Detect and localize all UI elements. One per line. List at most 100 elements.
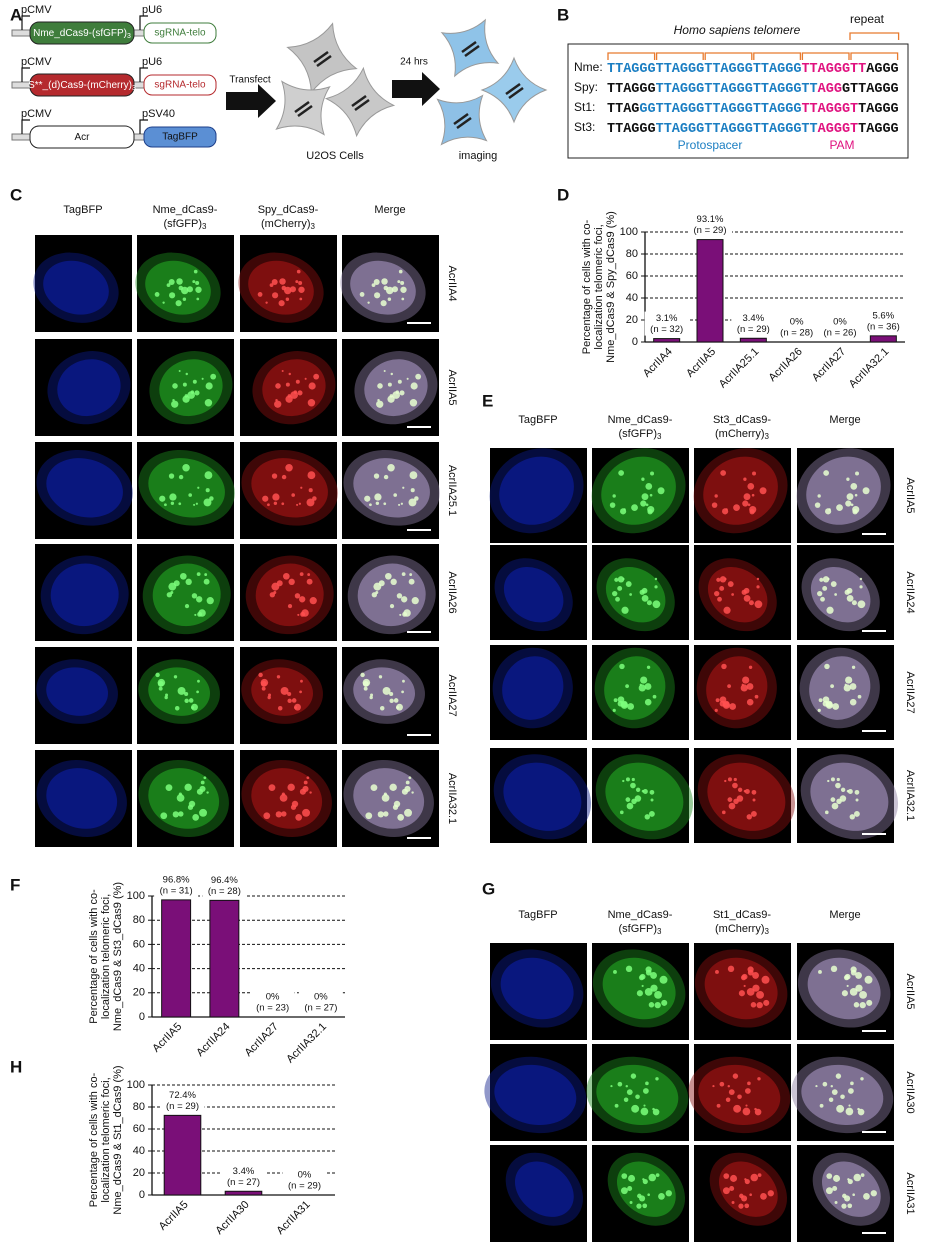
sequence-segment: GGTTAGGGTTAGGGTTAGGG — [639, 102, 801, 117]
focus — [277, 705, 283, 711]
focus — [737, 787, 743, 792]
focus — [273, 501, 278, 505]
focus — [823, 470, 830, 476]
column-header: Nme_dCas9- — [153, 204, 218, 216]
focus — [619, 810, 624, 815]
subscript: 3 — [127, 33, 131, 40]
focus — [307, 399, 316, 407]
focus — [819, 577, 824, 582]
focus — [630, 1073, 637, 1079]
focus — [281, 502, 285, 506]
y-tick-label: 20 — [133, 1167, 145, 1179]
focus — [627, 703, 635, 710]
focus — [279, 278, 286, 285]
column-header-text: Merge — [829, 909, 860, 921]
focus — [365, 812, 373, 820]
focus — [752, 471, 757, 476]
focus — [397, 814, 405, 821]
focus — [295, 280, 299, 284]
focus — [267, 503, 270, 507]
row-label: AcrIIA30 — [904, 1071, 916, 1113]
n-label: (n = 29) — [166, 1101, 199, 1112]
focus — [276, 675, 281, 679]
sequence-name: Nme: — [574, 60, 603, 74]
focus — [196, 572, 201, 577]
panel-label: F — [10, 875, 20, 894]
focus — [761, 975, 770, 984]
focus — [649, 493, 653, 497]
focus — [294, 593, 301, 599]
focus — [727, 965, 735, 973]
column-header-text: TagBFP — [518, 909, 557, 921]
focus — [169, 292, 176, 299]
focus — [387, 463, 395, 472]
x-tick-label: AcrIIA27 — [242, 1021, 280, 1059]
focus — [830, 797, 836, 803]
focus — [617, 700, 624, 707]
focus — [306, 498, 315, 507]
focus — [379, 705, 385, 711]
focus — [719, 586, 725, 591]
subscript: 3 — [657, 432, 662, 441]
y-axis-label: Percentage of cells with co- — [88, 1072, 100, 1207]
nucleus — [503, 566, 564, 623]
sequence-name: Spy: — [574, 80, 598, 94]
row-label: AcrIIA31 — [904, 1172, 916, 1214]
focus — [188, 493, 192, 497]
focus — [376, 400, 384, 408]
focus — [390, 372, 394, 376]
repeat-bracket — [655, 52, 704, 60]
focus — [408, 498, 417, 507]
focus — [846, 493, 854, 501]
focus — [847, 788, 853, 794]
focus — [625, 581, 632, 588]
gene-box — [29, 21, 135, 45]
focus — [288, 578, 295, 586]
x-tick-label: AcrIIA26 — [767, 346, 805, 384]
focus — [285, 297, 290, 302]
cassette-label: sgRNA-telo — [154, 28, 206, 39]
n-label: (n = 28) — [780, 328, 813, 339]
focus — [818, 698, 823, 703]
focus — [178, 474, 184, 480]
focus — [306, 776, 310, 780]
row-label: AcrIIA5 — [904, 477, 916, 513]
x-tick-label: AcrIIA31 — [274, 1199, 312, 1237]
focus — [747, 966, 754, 973]
focus — [843, 684, 851, 692]
focus — [392, 391, 400, 399]
focus — [830, 684, 835, 689]
focus — [383, 502, 387, 506]
y-tick-label: 100 — [127, 890, 145, 902]
arrow — [226, 84, 276, 118]
focus — [182, 382, 187, 387]
focus — [612, 494, 616, 498]
chromosome — [316, 54, 332, 68]
focus — [297, 390, 303, 396]
gene-box — [29, 73, 135, 97]
focus — [383, 474, 389, 480]
focus — [285, 395, 293, 403]
focus — [845, 500, 852, 507]
focus — [756, 585, 760, 589]
y-tick-label: 40 — [626, 292, 638, 304]
focus — [178, 811, 184, 817]
column-header-text: (sfGFP) — [619, 923, 658, 935]
focus — [409, 399, 418, 407]
focus — [644, 698, 652, 706]
focus — [617, 586, 623, 591]
focus — [209, 496, 214, 501]
focus — [164, 503, 167, 507]
nucleus — [46, 768, 118, 829]
focus — [297, 613, 300, 617]
focus — [280, 686, 289, 695]
focus — [822, 576, 830, 583]
nucleus — [605, 762, 684, 831]
column-header: (mCherry)3 — [715, 923, 770, 936]
focus — [411, 791, 414, 794]
focus — [184, 783, 192, 792]
focus — [182, 297, 187, 302]
focus — [747, 483, 755, 490]
focus — [728, 802, 736, 810]
nucleus — [502, 656, 564, 720]
